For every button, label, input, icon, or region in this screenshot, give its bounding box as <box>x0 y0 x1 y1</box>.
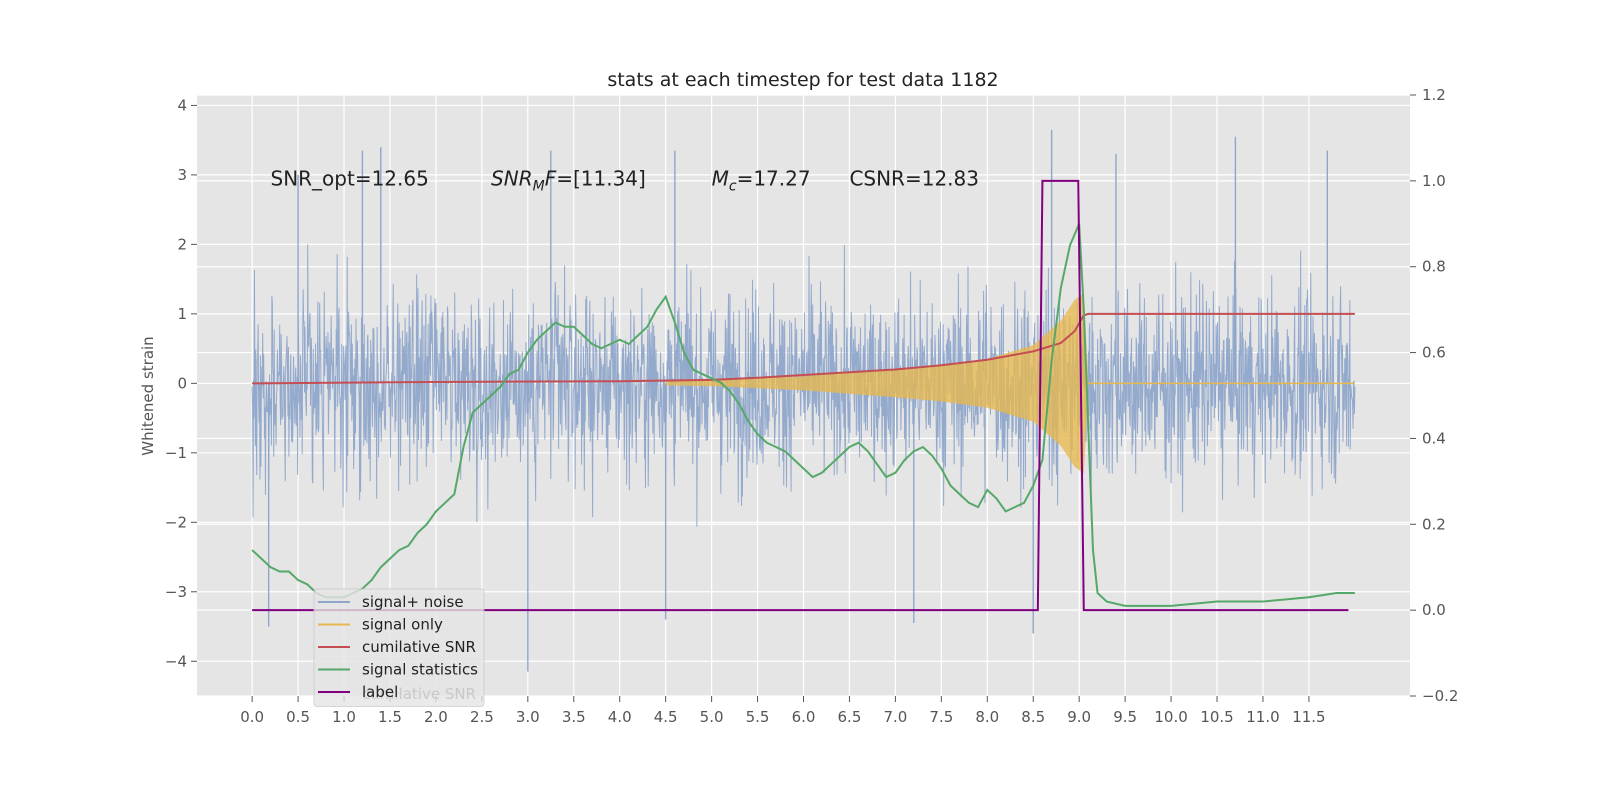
annotation-snr-opt: SNR_opt=12.65 <box>271 166 429 190</box>
x-tick-label: 5.5 <box>746 708 770 726</box>
x-tick-label: 2.0 <box>424 708 448 726</box>
y-tick-label: 4 <box>177 96 187 114</box>
legend-label: cumilative SNR <box>362 638 476 656</box>
y-tick-label: 3 <box>177 166 187 184</box>
x-tick-label: 7.0 <box>883 708 907 726</box>
x-tick-label: 0.0 <box>240 708 264 726</box>
x-tick-label: 1.5 <box>378 708 402 726</box>
x-axis: 0.0 0.5 1.0 1.5 2.0 2.5 3.0 3.5 4.0 4.5 5.0 5.5 6.0 6… <box>240 696 1326 726</box>
x-tick-label: 5.0 <box>700 708 724 726</box>
series-label <box>252 179 1349 612</box>
y2-tick-label: −0.2 <box>1422 687 1458 705</box>
x-tick-label: 1.0 <box>332 708 356 726</box>
y-axis-label: Whitened strain <box>139 336 157 455</box>
x-tick-label: 0.5 <box>286 708 310 726</box>
y-tick-label: 2 <box>177 235 187 253</box>
y-tick-label: −1 <box>165 444 187 462</box>
x-tick-label: 3.5 <box>562 708 586 726</box>
y-axis-left: −4 −3 −2 −1 0 1 2 3 4 <box>165 96 197 670</box>
x-tick-label: 4.0 <box>608 708 632 726</box>
x-tick-label: 8.0 <box>975 708 999 726</box>
x-tick-label: 6.5 <box>838 708 862 726</box>
y2-tick-label: 0.4 <box>1422 429 1446 447</box>
plot-area <box>251 129 1356 672</box>
x-tick-label: 10.5 <box>1200 708 1233 726</box>
y-tick-label: −4 <box>165 652 187 670</box>
y-tick-label: −2 <box>165 513 187 531</box>
chart-title: stats at each timestep for test data 118… <box>607 69 998 91</box>
legend-box <box>313 588 485 707</box>
legend-label: signal only <box>362 616 443 634</box>
x-tick-label: 4.5 <box>654 708 678 726</box>
x-tick-label: 6.0 <box>792 708 816 726</box>
y2-tick-label: 0.2 <box>1422 515 1446 533</box>
x-tick-label: 3.0 <box>516 708 540 726</box>
series-signal-only <box>665 293 1089 474</box>
y-tick-label: 0 <box>177 374 187 392</box>
x-tick-label: 9.0 <box>1067 708 1091 726</box>
y2-tick-label: 1.0 <box>1422 172 1446 190</box>
x-tick-label: 8.5 <box>1021 708 1045 726</box>
series-signal-noise <box>251 244 1356 527</box>
legend-label: label <box>362 683 398 701</box>
legend-label: signal+ noise <box>362 593 464 611</box>
x-tick-label: 10.0 <box>1154 708 1187 726</box>
annotation-snr-mf: SNRMF=[11.34] <box>491 166 646 194</box>
x-tick-label: 11.0 <box>1246 708 1279 726</box>
annotation-mc: Mc=17.27 <box>712 166 811 194</box>
y2-tick-label: 0.6 <box>1422 344 1446 362</box>
y-tick-label: 1 <box>177 305 187 323</box>
legend-ghost-text: cumilative SNR <box>362 685 476 703</box>
y2-tick-label: 0.8 <box>1422 258 1446 276</box>
y-tick-label: −3 <box>165 583 187 601</box>
y2-tick-label: 1.2 <box>1422 86 1446 104</box>
y2-tick-label: 0.0 <box>1422 601 1446 619</box>
legend-label: signal statistics <box>362 661 478 679</box>
annotations: SNR_opt=12.65 SNRMF=[11.34] Mc=17.27 CSNR=1… <box>271 166 979 194</box>
x-tick-label: 11.5 <box>1292 708 1325 726</box>
y-axis-right: −0.2 0.0 0.2 0.4 0.6 0.8 1.0 1.2 <box>1410 86 1458 705</box>
x-tick-label: 2.5 <box>470 708 494 726</box>
x-tick-label: 9.5 <box>1113 708 1137 726</box>
series-signal-statistics <box>251 223 1355 607</box>
legend: cumilative SNR signal+ noise signal only cu… <box>313 588 485 707</box>
annotation-csnr: CSNR=12.83 <box>849 166 979 190</box>
x-tick-label: 7.5 <box>929 708 953 726</box>
